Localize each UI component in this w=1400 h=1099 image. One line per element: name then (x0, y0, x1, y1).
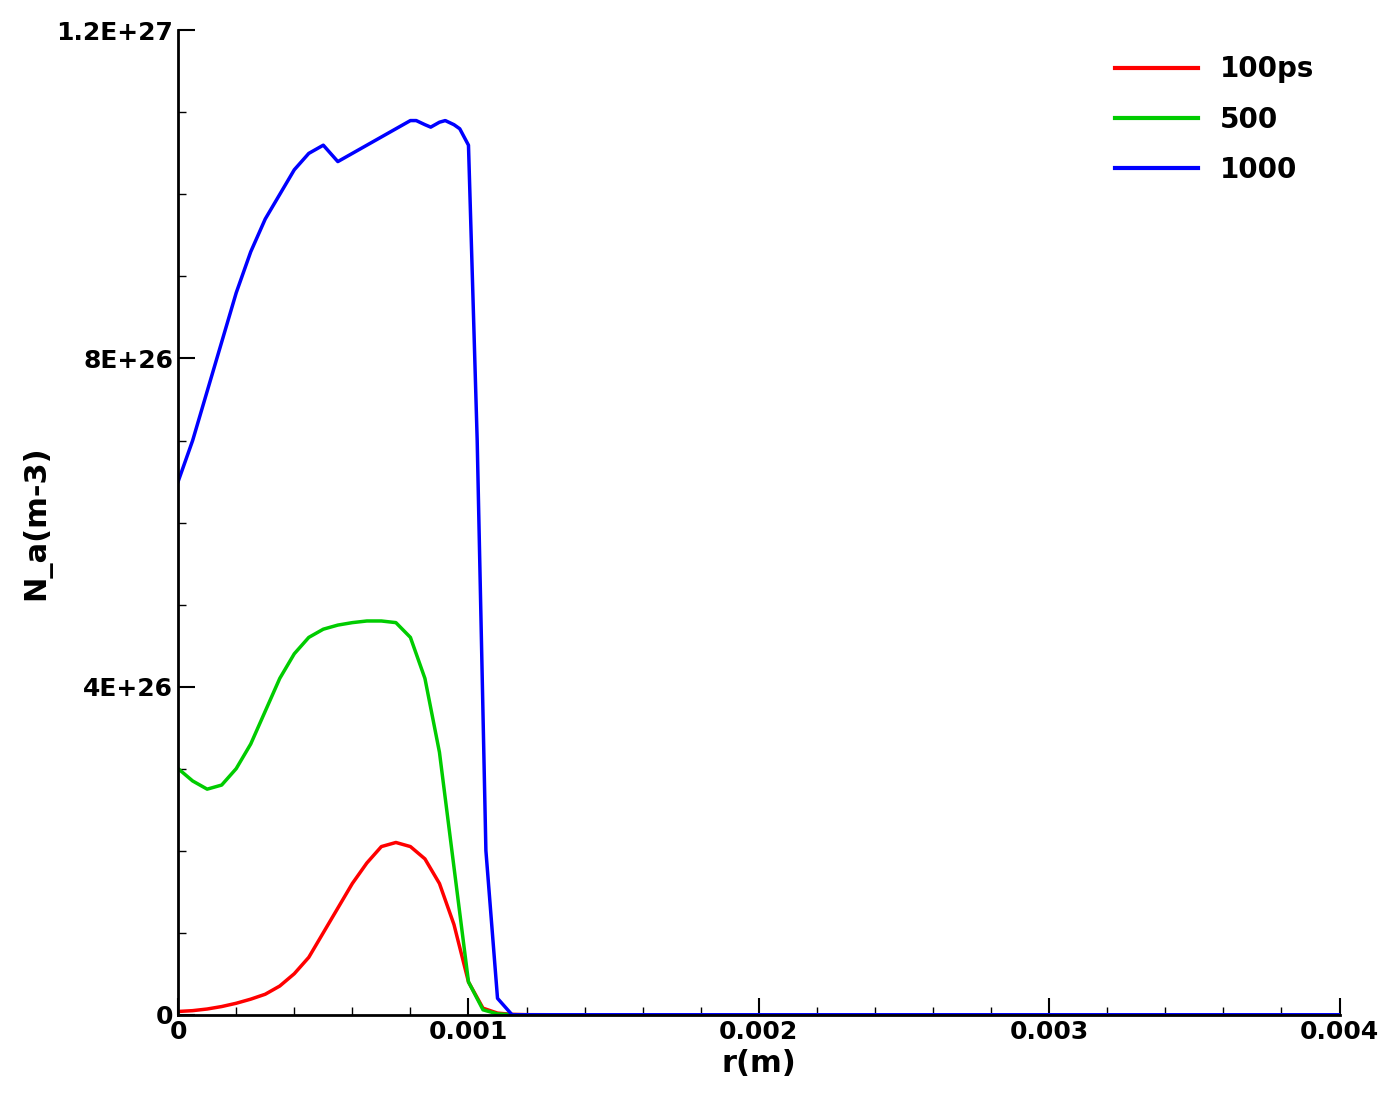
100ps (213, 1000, 230, 1013)
1000 (315, 138, 332, 152)
500 (445, 861, 462, 874)
100ps (199, 1002, 216, 1015)
100ps (256, 988, 273, 1001)
100ps (417, 853, 434, 866)
1000 (402, 114, 419, 127)
500 (461, 975, 477, 988)
500 (388, 617, 405, 630)
1000 (461, 138, 477, 152)
500 (547, 1008, 564, 1021)
Line: 1000: 1000 (178, 121, 1340, 1014)
500 (750, 1008, 767, 1021)
1000 (388, 122, 405, 135)
500 (489, 1008, 505, 1021)
500 (344, 617, 361, 630)
1000 (199, 385, 216, 398)
100ps (372, 840, 389, 853)
100ps (750, 1008, 767, 1021)
1000 (372, 131, 389, 144)
500 (417, 671, 434, 685)
1000 (750, 1008, 767, 1021)
Line: 500: 500 (178, 621, 1340, 1014)
100ps (461, 975, 477, 988)
500 (402, 631, 419, 644)
1000 (301, 147, 318, 160)
100ps (475, 1001, 491, 1014)
1000 (547, 1008, 564, 1021)
1000 (407, 114, 424, 127)
100ps (301, 951, 318, 964)
100ps (504, 1008, 521, 1021)
1000 (344, 147, 361, 160)
100ps (388, 836, 405, 850)
1000 (451, 122, 468, 135)
X-axis label: r(m): r(m) (721, 1050, 797, 1078)
500 (504, 1008, 521, 1021)
Legend: 100ps, 500, 1000: 100ps, 500, 1000 (1103, 44, 1326, 195)
500 (315, 623, 332, 636)
1000 (431, 115, 448, 129)
1000 (518, 1008, 535, 1021)
1000 (286, 163, 302, 176)
100ps (169, 1004, 186, 1018)
1000 (272, 188, 288, 201)
Line: 100ps: 100ps (178, 843, 1340, 1014)
1000 (445, 118, 462, 131)
1000 (242, 245, 259, 258)
1000 (1331, 1008, 1348, 1021)
1000 (169, 475, 186, 488)
500 (272, 671, 288, 685)
500 (185, 775, 202, 788)
500 (329, 619, 346, 632)
100ps (489, 1007, 505, 1020)
1000 (423, 121, 440, 134)
100ps (329, 901, 346, 914)
500 (518, 1008, 535, 1021)
500 (1331, 1008, 1348, 1021)
100ps (286, 967, 302, 980)
100ps (242, 992, 259, 1006)
1000 (329, 155, 346, 168)
1000 (228, 286, 245, 299)
100ps (272, 979, 288, 992)
1000 (213, 335, 230, 348)
1000 (469, 434, 486, 447)
100ps (1331, 1008, 1348, 1021)
1000 (358, 138, 375, 152)
100ps (402, 840, 419, 853)
500 (431, 745, 448, 758)
500 (475, 1003, 491, 1017)
1000 (477, 844, 494, 857)
100ps (185, 1004, 202, 1018)
100ps (547, 1008, 564, 1021)
500 (372, 614, 389, 628)
100ps (228, 997, 245, 1010)
Y-axis label: N_a(m-3): N_a(m-3) (21, 445, 50, 600)
500 (169, 762, 186, 775)
500 (199, 782, 216, 796)
500 (228, 762, 245, 775)
100ps (518, 1008, 535, 1021)
1000 (437, 114, 454, 127)
1000 (489, 991, 505, 1004)
500 (256, 704, 273, 718)
500 (242, 737, 259, 751)
500 (301, 631, 318, 644)
500 (213, 778, 230, 791)
1000 (185, 434, 202, 447)
100ps (445, 918, 462, 931)
1000 (256, 212, 273, 225)
100ps (315, 926, 332, 940)
100ps (431, 877, 448, 890)
500 (286, 647, 302, 660)
1000 (417, 118, 434, 131)
100ps (358, 856, 375, 869)
1000 (504, 1008, 521, 1021)
500 (358, 614, 375, 628)
100ps (344, 877, 361, 890)
